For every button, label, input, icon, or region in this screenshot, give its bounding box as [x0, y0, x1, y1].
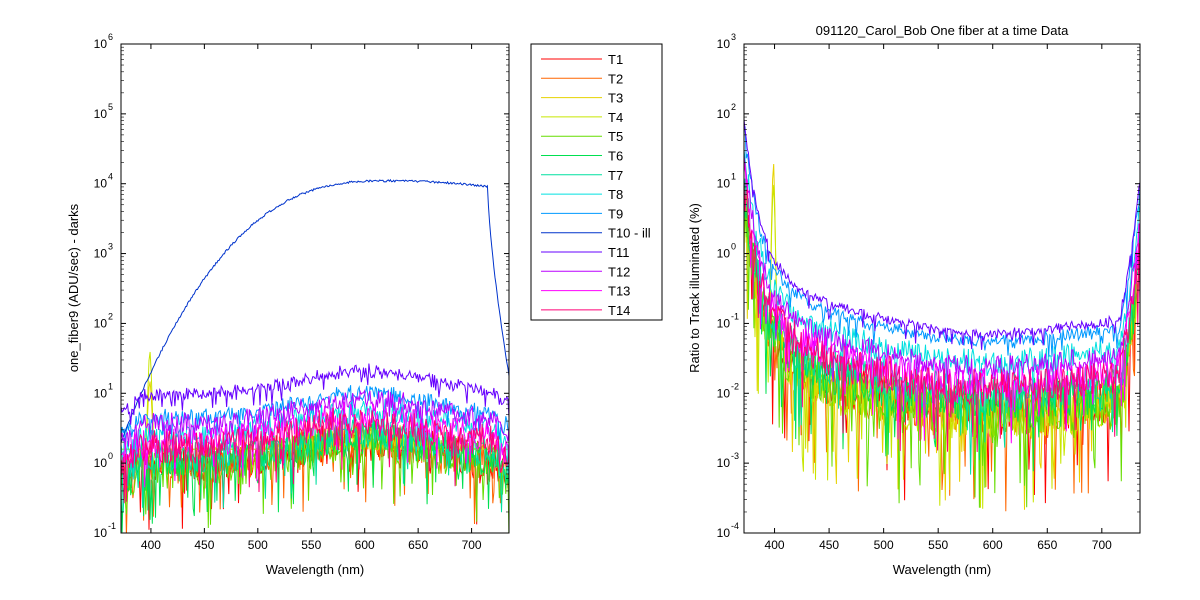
left-x-tick-label: 400: [141, 538, 161, 552]
left-y-tick-exponent: 2: [108, 311, 113, 321]
right-series-line-t8: [744, 149, 1140, 405]
right-y-tick-exponent: 3: [731, 32, 736, 42]
right-x-tick-label: 650: [1037, 538, 1057, 552]
right-y-tick-label: 10: [717, 526, 731, 540]
right-series-line-t12: [744, 155, 1140, 408]
left-y-tick-label: 10: [94, 456, 108, 470]
right-x-tick-label: 700: [1092, 538, 1112, 552]
left-plot-frame: [120, 43, 510, 534]
right-y-tick-exponent: 0: [731, 242, 736, 252]
right-y-tick-exponent: -2: [731, 381, 739, 391]
left-y-tick-exponent: 4: [108, 172, 113, 182]
legend-label: T14: [608, 303, 630, 318]
right-plot-frame: [743, 43, 1141, 534]
right-series-line-t11: [744, 118, 1140, 350]
right-y-tick-exponent: -4: [731, 521, 739, 531]
left-y-tick-exponent: 3: [108, 242, 113, 252]
left-x-tick-label: 650: [408, 538, 428, 552]
legend-label: T6: [608, 149, 623, 164]
left-y-tick-label: 10: [94, 526, 108, 540]
legend-label: T7: [608, 168, 623, 183]
legend-label: T3: [608, 91, 623, 106]
right-series-group: [744, 118, 1140, 512]
left-x-tick-label: 600: [355, 538, 375, 552]
left-x-tick-label: 700: [462, 538, 482, 552]
legend-label: T12: [608, 264, 630, 279]
left-series-line-t14: [121, 407, 509, 504]
right-x-tick-label: 450: [819, 538, 839, 552]
right-series-line-t4: [744, 184, 1140, 509]
left-y-tick-exponent: 5: [108, 102, 113, 112]
left-x-tick-label: 550: [301, 538, 321, 552]
left-y-tick-exponent: 0: [108, 451, 113, 461]
right-x-tick-label: 550: [928, 538, 948, 552]
left-y-tick-exponent: -1: [108, 521, 116, 531]
legend-label: T2: [608, 71, 623, 86]
left-series-line-t13: [121, 402, 509, 488]
left-y-tick-label: 10: [94, 316, 108, 330]
left-series-line-t10-ill: [121, 178, 509, 443]
legend-label: T11: [608, 245, 629, 260]
right-y-tick-label: 10: [717, 456, 731, 470]
right-plot-title: 091120_Carol_Bob One fiber at a time Dat…: [816, 23, 1069, 38]
right-y-tick-label: 10: [717, 107, 731, 121]
right-y-tick-label: 10: [717, 177, 731, 191]
legend-label: T4: [608, 110, 623, 125]
right-series-line-t14: [744, 182, 1140, 453]
right-y-tick-exponent: -3: [731, 451, 739, 461]
right-y-tick-label: 10: [717, 316, 731, 330]
left-x-tick-label: 500: [248, 538, 268, 552]
legend-label: T8: [608, 187, 623, 202]
left-y-tick-label: 10: [94, 177, 108, 191]
left-y-tick-exponent: 6: [108, 32, 113, 42]
legend-label: T9: [608, 206, 623, 221]
left-series-group: [121, 178, 509, 533]
right-y-tick-label: 10: [717, 37, 731, 51]
left-y-tick-label: 10: [94, 247, 108, 261]
right-x-tick-label: 600: [983, 538, 1003, 552]
right-y-tick-exponent: 2: [731, 102, 736, 112]
right-x-tick-label: 500: [874, 538, 894, 552]
left-y-tick-label: 10: [94, 37, 108, 51]
left-x-tick-label: 450: [194, 538, 214, 552]
right-y-tick-exponent: 1: [731, 172, 736, 182]
left-series-line-t11: [121, 363, 509, 425]
left-y-axis-label: one_fiber9 (ADU/sec) - darks: [66, 203, 81, 372]
legend-label: T1: [608, 52, 623, 67]
left-y-tick-label: 10: [94, 386, 108, 400]
right-y-tick-label: 10: [717, 247, 731, 261]
legend-items: T1 T2 T3 T4 T5 T6 T7 T8 T9 T10 - ill T11 T12 T13 T14: [541, 52, 651, 318]
right-x-tick-label: 400: [765, 538, 785, 552]
left-y-tick-exponent: 1: [108, 381, 113, 391]
right-y-tick-exponent: -1: [731, 311, 739, 321]
legend-label: T10 - ill: [608, 226, 651, 241]
left-x-axis-label: Wavelength (nm): [266, 562, 365, 577]
right-series-line-t2: [744, 193, 1140, 512]
right-y-axis-label: Ratio to Track illuminated (%): [687, 203, 702, 373]
legend-label: T13: [608, 284, 630, 299]
left-y-tick-label: 10: [94, 107, 108, 121]
left-series-line-t12: [121, 389, 509, 469]
right-y-tick-label: 10: [717, 386, 731, 400]
right-x-axis-label: Wavelength (nm): [893, 562, 992, 577]
legend-label: T5: [608, 129, 623, 144]
legend-box: [530, 43, 663, 321]
legend: T1 T2 T3 T4 T5 T6 T7 T8 T9 T10 - ill T11 T12 T13 T14: [530, 43, 663, 321]
